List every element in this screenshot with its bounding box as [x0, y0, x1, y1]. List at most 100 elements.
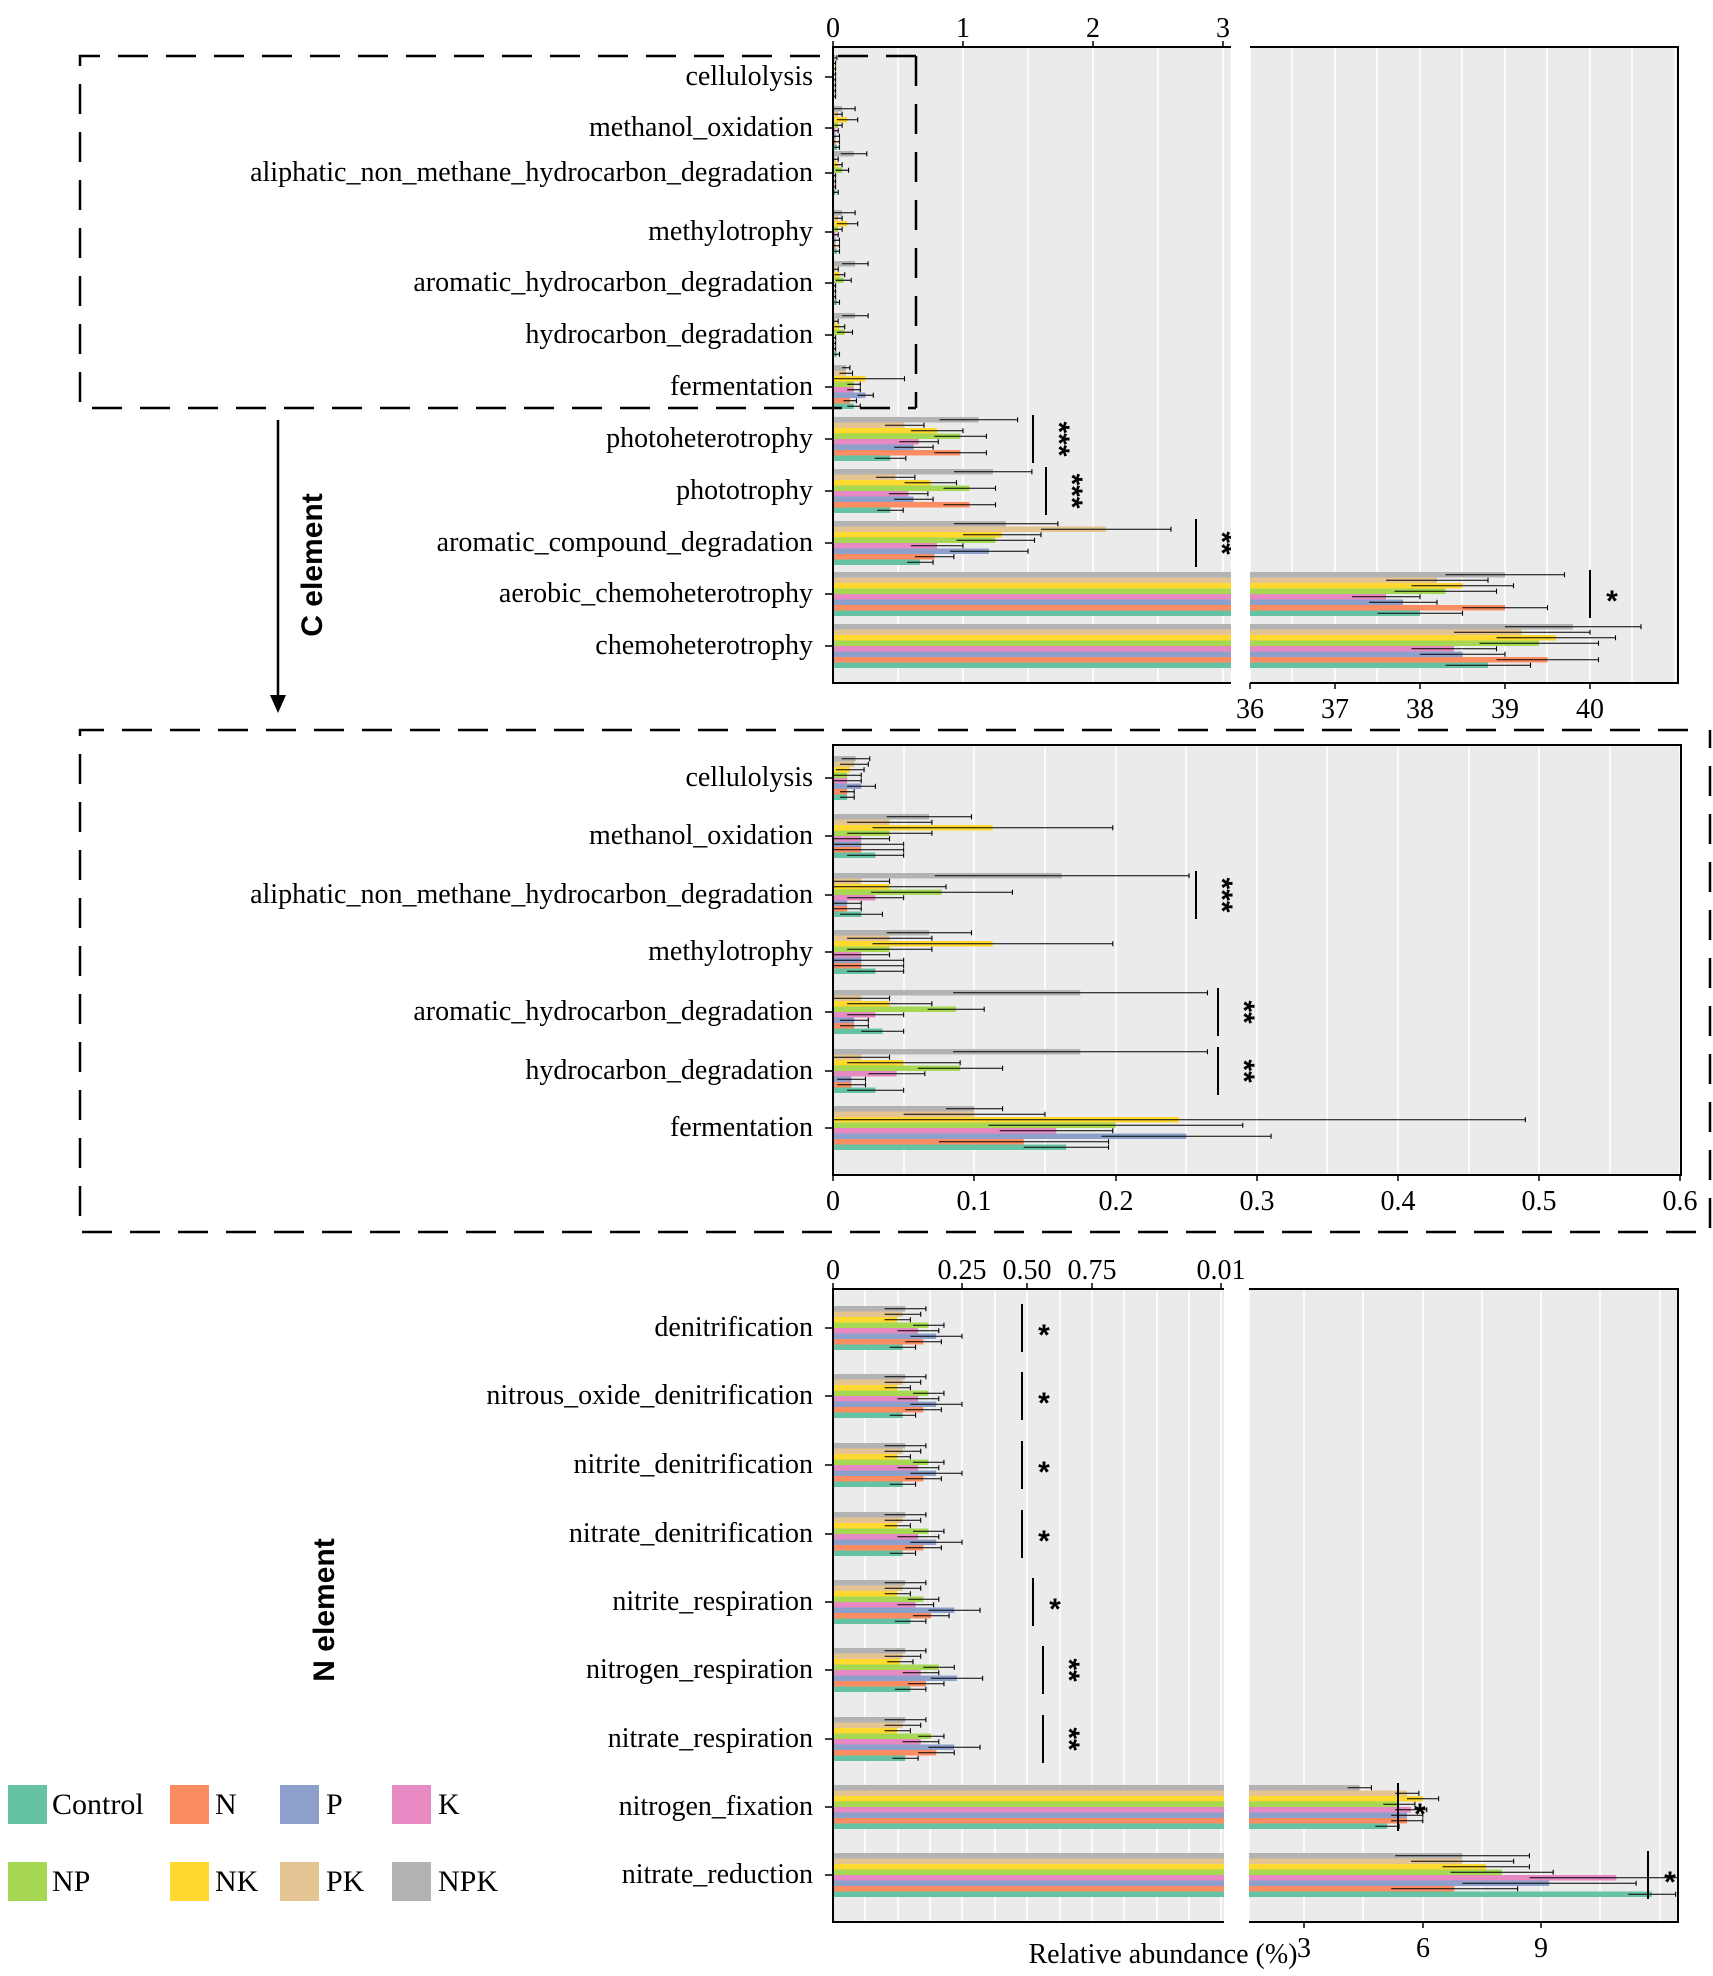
bar-pk	[833, 1858, 1463, 1864]
bar-nk	[833, 1659, 901, 1665]
category-photoheterotrophy	[833, 417, 1019, 461]
c-element-label: C element	[296, 493, 329, 636]
legend-swatch	[8, 1862, 47, 1901]
category-label: cellulolysis	[685, 61, 813, 92]
category-label: methylotrophy	[648, 936, 813, 967]
category-label: nitrite_respiration	[612, 1586, 813, 1617]
bar-pk	[833, 629, 1522, 635]
bar-k	[833, 1602, 916, 1608]
category-methylotrophy	[833, 930, 1114, 974]
significance-marker: *	[1038, 1525, 1050, 1558]
category-nitrite-respiration	[833, 1580, 981, 1624]
bar-nk	[833, 428, 937, 434]
bar-control	[833, 1481, 903, 1487]
bar-control	[833, 610, 1420, 616]
bar-control	[833, 1823, 1388, 1829]
significance-marker: **	[1052, 1658, 1085, 1682]
significance-marker: *	[1664, 1866, 1676, 1899]
category-methanol-oxidation	[833, 814, 1114, 858]
bar-control	[833, 455, 891, 461]
bar-p	[833, 1880, 1550, 1886]
bar-pk	[833, 577, 1437, 583]
bar-n	[833, 657, 1548, 663]
x-tick-label-top: 3	[1216, 13, 1230, 44]
bar-control	[833, 1755, 906, 1761]
bar-np	[833, 433, 961, 439]
legend-item-control: Control	[8, 1785, 144, 1824]
bar-np	[833, 1065, 961, 1071]
x-tick-label-bottom: 0.5	[1522, 1186, 1557, 1217]
bar-p	[833, 1675, 957, 1681]
significance-marker: *	[1049, 1593, 1061, 1626]
bar-control	[833, 507, 891, 513]
x-tick-label-top: 0.75	[1068, 1255, 1117, 1286]
bar-np	[833, 1528, 929, 1534]
category-label: methanol_oxidation	[589, 112, 813, 143]
bar-npk	[833, 1717, 906, 1723]
bar-pk	[833, 1448, 903, 1454]
bar-n	[833, 1339, 924, 1345]
legend-label: NK	[215, 1865, 259, 1898]
bar-p	[833, 1401, 937, 1407]
bar-np	[833, 1390, 929, 1396]
bar-control	[833, 1144, 1067, 1150]
bar-npk	[833, 1106, 975, 1112]
annotation-layer: cellulolysis methanol_oxidation aliphatic_…	[250, 13, 1697, 1964]
bar-pk	[833, 1311, 903, 1317]
bar-p	[833, 444, 914, 450]
category-label: hydrocarbon_degradation	[525, 319, 813, 350]
bar-n	[833, 1886, 1455, 1892]
bar-p	[833, 1333, 937, 1339]
significance-marker: *	[1038, 1456, 1050, 1489]
panel-backgrounds	[832, 47, 1681, 1922]
zoom-box-bottom	[78, 728, 1712, 1234]
legend-label: Control	[52, 1788, 144, 1821]
bar-nk	[833, 635, 1556, 641]
category-nitrogen-respiration	[833, 1648, 984, 1692]
bar-pk	[833, 422, 905, 428]
bar-npk	[833, 417, 979, 423]
bar-p	[833, 1744, 955, 1750]
bar-k	[833, 1328, 919, 1334]
bar-k	[833, 387, 854, 393]
legend-swatch	[392, 1785, 431, 1824]
bar-k	[833, 646, 1454, 652]
bar-nk	[833, 480, 931, 486]
bar-pk	[833, 1379, 903, 1385]
significance-marker: **	[1205, 531, 1238, 555]
bar-np	[833, 485, 970, 491]
bar-k	[833, 1807, 1411, 1813]
bar-n	[833, 1681, 926, 1687]
legend-item-pk: PK	[280, 1862, 365, 1901]
bar-n	[833, 450, 961, 456]
category-aliphatic-non-methane-hydrocarbon-degradation	[833, 873, 1190, 917]
axis-break	[1224, 1288, 1249, 1923]
bar-p	[833, 496, 914, 502]
category-label: methylotrophy	[648, 216, 813, 247]
legend-item-npk: NPK	[392, 1862, 498, 1901]
bar-pk	[833, 1585, 903, 1591]
bar-pk	[833, 1790, 1407, 1796]
bar-control	[833, 1618, 911, 1624]
bar-np	[833, 1459, 929, 1465]
legend-item-np: NP	[8, 1862, 90, 1901]
bar-n	[833, 1613, 932, 1619]
bar-nk	[833, 1317, 898, 1323]
bar-np	[833, 640, 1539, 646]
bar-p	[833, 1539, 937, 1545]
bar-k	[833, 1534, 919, 1540]
bar-control	[833, 1550, 903, 1556]
category-label: nitrogen_respiration	[586, 1654, 813, 1685]
bar-nk	[833, 1454, 898, 1460]
bar-k	[833, 594, 1386, 600]
significance-marker: ***	[1042, 421, 1075, 456]
c-element-arrow-head	[270, 695, 286, 713]
bar-npk	[833, 572, 1505, 578]
bar-nk	[833, 1523, 898, 1529]
x-tick-label-bottom: 37	[1321, 694, 1349, 725]
category-label: aromatic_hydrocarbon_degradation	[413, 267, 813, 298]
legend-label: NPK	[438, 1865, 498, 1898]
bar-p	[833, 1812, 1407, 1818]
axis-break	[1231, 46, 1250, 684]
x-tick-label-bottom: 0.4	[1381, 1186, 1416, 1217]
